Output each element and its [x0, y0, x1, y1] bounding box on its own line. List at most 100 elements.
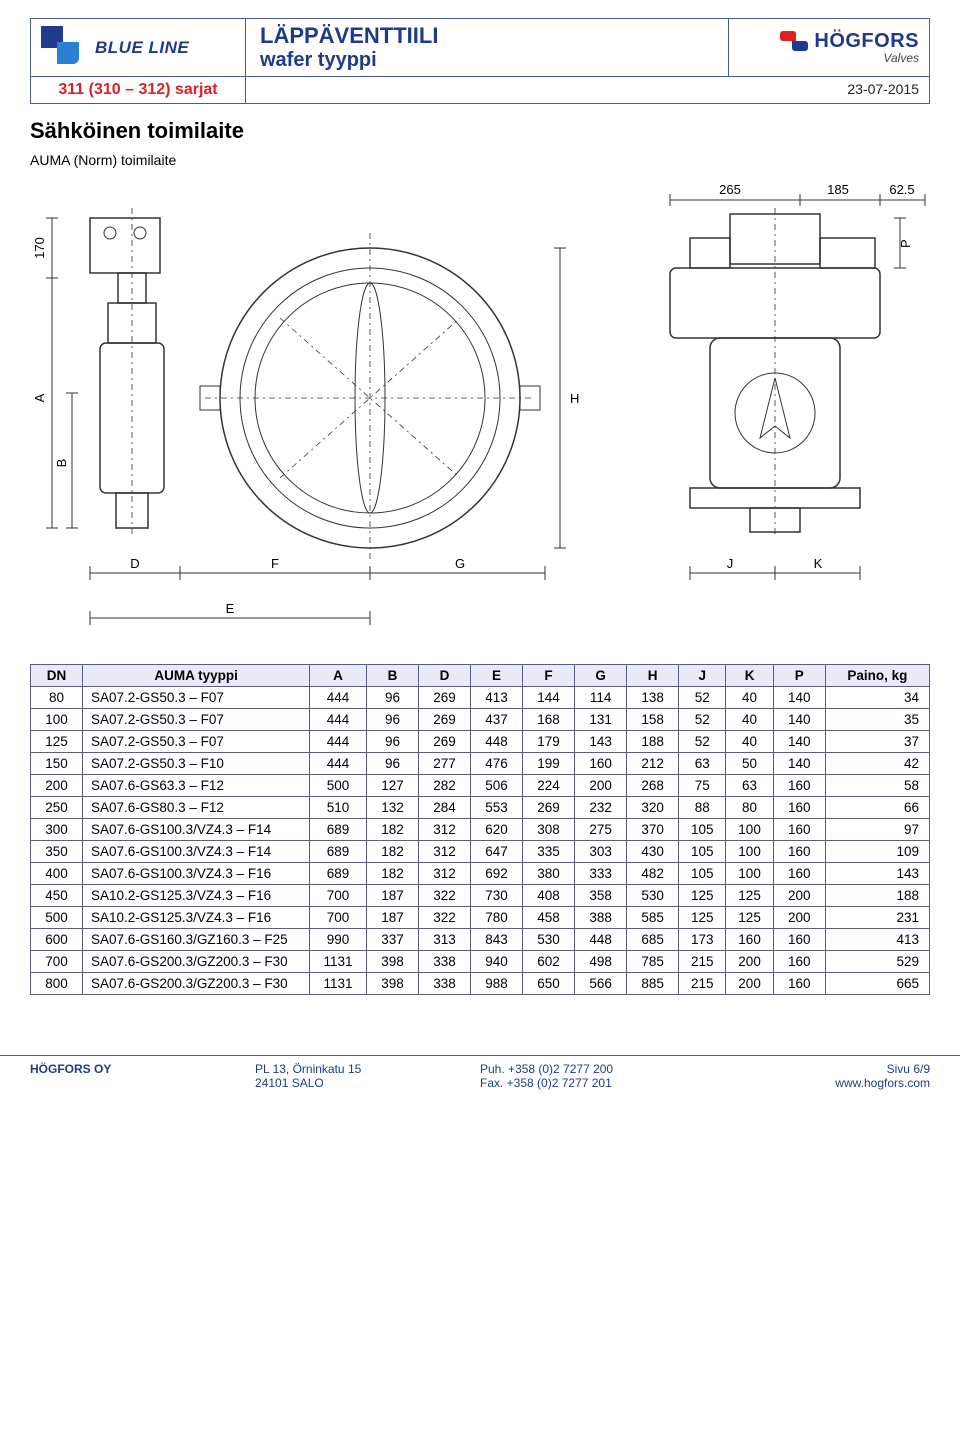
table-cell: 380	[523, 863, 575, 885]
table-cell: 338	[418, 973, 470, 995]
table-cell: 200	[575, 775, 627, 797]
table-cell: 988	[471, 973, 523, 995]
table-cell: 665	[825, 973, 929, 995]
product-title-2: wafer tyyppi	[260, 49, 714, 72]
table-col-12: Paino, kg	[825, 665, 929, 687]
technical-drawing: 265 185 62.5 170 A B	[30, 178, 930, 638]
table-cell: SA10.2-GS125.3/VZ4.3 – F16	[83, 907, 310, 929]
table-cell: 160	[773, 841, 825, 863]
table-cell: 52	[679, 687, 726, 709]
table-cell: 312	[418, 863, 470, 885]
table-col-5: E	[471, 665, 523, 687]
table-cell: 160	[773, 951, 825, 973]
table-cell: 620	[471, 819, 523, 841]
table-cell: 506	[471, 775, 523, 797]
table-cell: 600	[31, 929, 83, 951]
table-cell: 52	[679, 709, 726, 731]
section-subtitle: AUMA (Norm) toimilaite	[30, 152, 930, 168]
table-cell: 100	[726, 819, 773, 841]
table-col-4: D	[418, 665, 470, 687]
table-cell: 398	[366, 973, 418, 995]
dim-F: F	[271, 556, 279, 571]
table-cell: 100	[726, 841, 773, 863]
footer-phone: Puh. +358 (0)2 7277 200	[480, 1062, 705, 1076]
table-cell: 700	[310, 885, 367, 907]
table-cell: 144	[523, 687, 575, 709]
table-cell: 187	[366, 885, 418, 907]
table-cell: 127	[366, 775, 418, 797]
table-cell: SA07.6-GS100.3/VZ4.3 – F14	[83, 819, 310, 841]
table-cell: 173	[679, 929, 726, 951]
table-cell: 160	[773, 775, 825, 797]
table-cell: 105	[679, 819, 726, 841]
table-cell: SA07.6-GS200.3/GZ200.3 – F30	[83, 973, 310, 995]
dim-62-5: 62.5	[889, 182, 914, 197]
table-cell: 179	[523, 731, 575, 753]
table-cell: 398	[366, 951, 418, 973]
table-cell: 215	[679, 973, 726, 995]
table-cell: 1131	[310, 973, 367, 995]
table-cell: 529	[825, 951, 929, 973]
table-cell: 269	[523, 797, 575, 819]
table-cell: 685	[627, 929, 679, 951]
table-cell: 138	[627, 687, 679, 709]
table-cell: 553	[471, 797, 523, 819]
table-cell: 80	[726, 797, 773, 819]
table-cell: 125	[31, 731, 83, 753]
table-row: 100SA07.2-GS50.3 – F07444962694371681311…	[31, 709, 930, 731]
table-col-0: DN	[31, 665, 83, 687]
company-name: HÖGFORS	[814, 30, 919, 53]
table-cell: 269	[418, 709, 470, 731]
header-row-2: 311 (310 – 312) sarjat 23-07-2015	[31, 76, 929, 103]
footer-address: PL 13, Örninkatu 15 24101 SALO	[255, 1062, 480, 1090]
header: BLUE LINE LÄPPÄVENTTIILI wafer tyyppi HÖ…	[30, 18, 930, 104]
footer-url: www.hogfors.com	[705, 1076, 930, 1090]
table-cell: 143	[575, 731, 627, 753]
table-cell: 268	[627, 775, 679, 797]
table-cell: 182	[366, 863, 418, 885]
drawing-right-view	[670, 208, 880, 538]
table-cell: 458	[523, 907, 575, 929]
brand-line: BLUE LINE	[95, 38, 189, 58]
table-cell: 143	[825, 863, 929, 885]
table-cell: 42	[825, 753, 929, 775]
table-cell: 800	[31, 973, 83, 995]
table-cell: 160	[773, 797, 825, 819]
table-cell: 52	[679, 731, 726, 753]
table-cell: 450	[31, 885, 83, 907]
table-cell: 105	[679, 841, 726, 863]
table-cell: 448	[471, 731, 523, 753]
footer-addr2: 24101 SALO	[255, 1076, 480, 1090]
table-cell: 689	[310, 863, 367, 885]
table-cell: 785	[627, 951, 679, 973]
table-cell: 212	[627, 753, 679, 775]
table-cell: 96	[366, 687, 418, 709]
table-cell: 96	[366, 731, 418, 753]
table-cell: 97	[825, 819, 929, 841]
table-cell: 105	[679, 863, 726, 885]
table-cell: 187	[366, 907, 418, 929]
table-cell: 232	[575, 797, 627, 819]
table-row: 300SA07.6-GS100.3/VZ4.3 – F1468918231262…	[31, 819, 930, 841]
table-cell: 269	[418, 731, 470, 753]
table-cell: 500	[31, 907, 83, 929]
header-brand-cell: BLUE LINE	[31, 19, 246, 76]
dim-H: H	[570, 391, 579, 406]
table-cell: 300	[31, 819, 83, 841]
company-mark-icon	[780, 31, 808, 53]
table-cell: 350	[31, 841, 83, 863]
table-cell: 430	[627, 841, 679, 863]
table-cell: 308	[523, 819, 575, 841]
table-cell: 125	[679, 885, 726, 907]
table-cell: 388	[575, 907, 627, 929]
series-label: 311 (310 – 312) sarjat	[31, 77, 246, 103]
table-cell: 199	[523, 753, 575, 775]
table-row: 150SA07.2-GS50.3 – F10444962774761991602…	[31, 753, 930, 775]
table-cell: 303	[575, 841, 627, 863]
table-cell: 160	[726, 929, 773, 951]
table-cell: 109	[825, 841, 929, 863]
table-row: 350SA07.6-GS100.3/VZ4.3 – F1468918231264…	[31, 841, 930, 863]
table-cell: 400	[31, 863, 83, 885]
header-title-cell: LÄPPÄVENTTIILI wafer tyyppi	[246, 19, 729, 76]
table-cell: 200	[773, 907, 825, 929]
